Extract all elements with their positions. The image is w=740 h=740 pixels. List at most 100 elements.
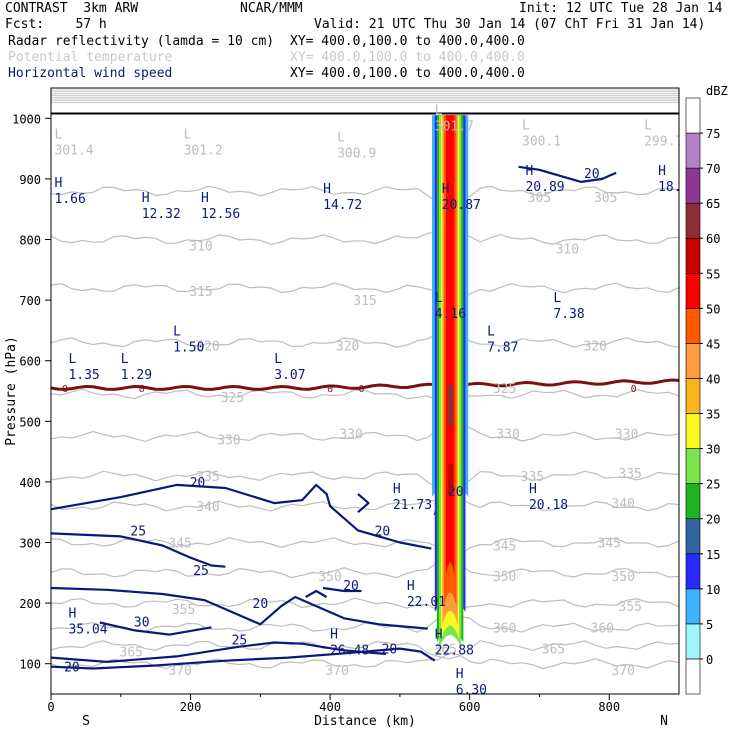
theta-contour-305 — [51, 185, 679, 207]
theta-contour-label: 325 — [493, 382, 516, 397]
wind-extremum-marker: L — [435, 291, 443, 306]
field-reflectivity: Radar reflectivity (lamda = 10 cm) — [8, 34, 275, 49]
colorbar-level-label: 5 — [706, 618, 713, 632]
freezing-level-label: 0 — [631, 384, 637, 395]
field-wind: Horizontal wind speed — [8, 66, 173, 81]
colorbar-level-label: 60 — [706, 232, 720, 246]
theta-contour-label: 370 — [325, 664, 348, 679]
colorbar-level-label: 55 — [706, 267, 720, 281]
colorbar-level-label: 0 — [706, 653, 713, 667]
wind-extremum-marker: L — [553, 291, 561, 306]
theta-contour-335 — [51, 470, 679, 491]
theta-contour-label: 315 — [189, 285, 212, 300]
theta-contour-label: 355 — [618, 600, 641, 615]
wind-extremum-marker: L — [68, 352, 76, 367]
wind-extremum-marker: L — [274, 352, 282, 367]
wind-contour — [51, 647, 436, 670]
wind-extremum-marker: H — [323, 182, 331, 197]
colorbar-box — [685, 658, 701, 695]
wind-extremum-marker: H — [201, 191, 209, 206]
theta-contour-320 — [51, 324, 679, 348]
colorbar-level-label: 65 — [706, 197, 720, 211]
freezing-level-label: 0 — [139, 384, 145, 395]
theta-contour-365 — [51, 639, 679, 660]
y-tick-label: 400 — [19, 476, 41, 490]
wind-contour-label: 25 — [193, 564, 209, 579]
colorbar-level-label: 45 — [706, 337, 720, 351]
theta-extremum-value: 300.9 — [337, 147, 376, 162]
wind-extremum-value: 22.01 — [407, 595, 446, 610]
colorbar-unit-label: dBZ — [706, 84, 728, 98]
y-tick-label: 1000 — [12, 112, 41, 126]
wind-extremum-value: 7.38 — [553, 307, 584, 322]
wind-extremum-marker: H — [393, 482, 401, 497]
wind-extremum-value: 12.32 — [142, 207, 181, 222]
field-theta-xy: XY= 400.0,100.0 to 400.0,400.0 — [290, 50, 525, 65]
wind-extremum-value: 20.18 — [529, 498, 568, 513]
theta-contour-340 — [51, 496, 679, 512]
colorbar-box — [685, 202, 701, 239]
y-tick-label: 800 — [19, 234, 41, 248]
wind-contour — [51, 641, 386, 663]
theta-contour-label: 330 — [496, 427, 519, 442]
colorbar-level-label: 70 — [706, 162, 720, 176]
theta-extremum-value: 300.1 — [522, 134, 561, 149]
theta-extremum-marker: L — [435, 103, 443, 118]
plot-area: 0000003703703703653653653603603553553503… — [51, 89, 679, 694]
theta-contour-label: 365 — [120, 646, 143, 661]
colorbar-box — [685, 413, 701, 449]
wind-contour — [51, 483, 432, 550]
colorbar-box — [685, 518, 701, 555]
theta-contour-label: 320 — [584, 340, 607, 355]
theta-contour-label: 335 — [196, 470, 219, 485]
wind-extremum-value: 21.73 — [393, 498, 432, 513]
x-tick-label: 200 — [180, 700, 202, 714]
wind-extremum-value: 3.07 — [274, 368, 305, 383]
theta-extremum-marker: L — [522, 118, 530, 133]
wind-extremum-marker: H — [435, 627, 443, 642]
theta-contour-label: 340 — [196, 500, 219, 515]
colorbar-box — [685, 237, 701, 274]
colorbar-level-label: 40 — [706, 372, 720, 386]
wind-extremum-marker: H — [330, 627, 338, 642]
colorbar-level-label: 15 — [706, 548, 720, 562]
theta-contour-label: 335 — [618, 467, 641, 482]
theta-contour-label: 325 — [221, 391, 244, 406]
wind-extremum-value: 35.04 — [68, 622, 107, 637]
wind-extremum-marker: H — [142, 191, 150, 206]
wind-contour-label: 25 — [232, 633, 248, 648]
model-title: CONTRAST 3km ARW — [5, 1, 139, 16]
wind-contour — [99, 621, 212, 636]
theta-contour-label: 360 — [591, 621, 614, 636]
reflectivity-layer — [445, 115, 455, 576]
colorbar-box — [685, 483, 701, 520]
theta-contour-label: 320 — [196, 340, 219, 355]
wind-extremum-marker: H — [525, 164, 533, 179]
colorbar-box — [685, 272, 701, 309]
theta-contour-label: 365 — [542, 643, 565, 658]
theta-contour-label: 370 — [611, 664, 634, 679]
x-tick-label: 600 — [459, 700, 481, 714]
wind-extremum-value: 7.87 — [487, 340, 518, 355]
wind-contour-label: 20 — [382, 643, 398, 658]
y-tick-label: 500 — [19, 415, 41, 429]
freezing-level-label: 0 — [62, 384, 68, 395]
wind-contour-label: 20 — [190, 476, 206, 491]
wind-contour-label: 20 — [375, 524, 391, 539]
wind-extremum-value: 20.89 — [525, 180, 564, 195]
freezing-level-line — [51, 378, 679, 391]
wind-contour — [51, 532, 226, 568]
theta-contour-label: 345 — [168, 537, 191, 552]
colorbar-box — [685, 97, 701, 134]
theta-contour-330 — [51, 422, 679, 443]
theta-extremum-marker: L — [184, 128, 192, 143]
theta-contour-label: 350 — [493, 570, 516, 585]
theta-contour-label: 370 — [168, 664, 191, 679]
theta-contour-label: 340 — [611, 497, 634, 512]
y-axis-label: Pressure (hPa) — [4, 336, 19, 446]
theta-contour-label: 345 — [493, 540, 516, 555]
wind-contour-label: 20 — [64, 661, 80, 676]
y-tick-label: 600 — [19, 355, 41, 369]
